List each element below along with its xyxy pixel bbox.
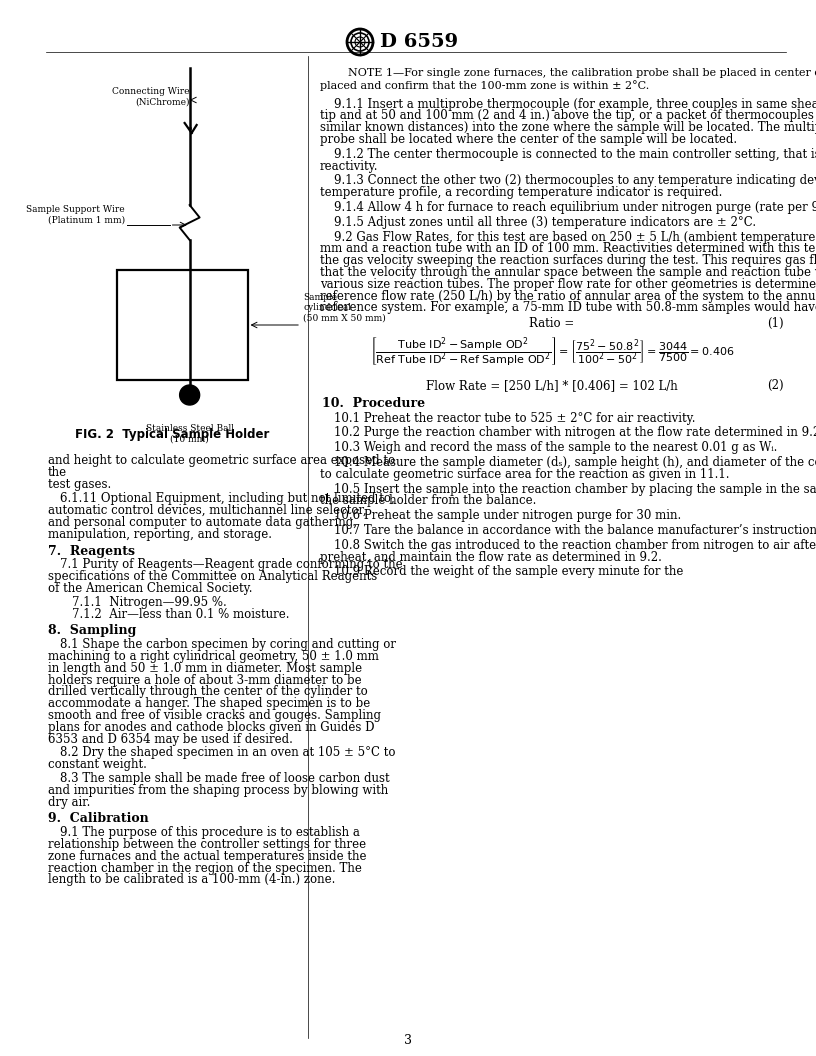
Text: 8.2 Dry the shaped specimen in an oven at 105 ± 5°C to: 8.2 Dry the shaped specimen in an oven a…	[60, 747, 396, 759]
Text: 10.7 Tare the balance in accordance with the balance manufacturer’s instructions: 10.7 Tare the balance in accordance with…	[334, 524, 816, 538]
Text: in length and 50 ± 1.0 mm in diameter. Most sample: in length and 50 ± 1.0 mm in diameter. M…	[48, 662, 362, 675]
Text: holders require a hole of about 3-mm diameter to be: holders require a hole of about 3-mm dia…	[48, 674, 361, 686]
Text: reference flow rate (250 L/h) by the ratio of annular area of the system to the : reference flow rate (250 L/h) by the rat…	[320, 289, 816, 303]
Text: 8.3 The sample shall be made free of loose carbon dust: 8.3 The sample shall be made free of loo…	[60, 772, 389, 785]
Text: of the American Chemical Society.: of the American Chemical Society.	[48, 582, 252, 595]
Text: 9.1.1 Insert a multiprobe thermocouple (for example, three couples in same sheat: 9.1.1 Insert a multiprobe thermocouple (…	[334, 97, 816, 111]
Circle shape	[180, 385, 200, 406]
Text: constant weight.: constant weight.	[48, 758, 147, 771]
Text: the gas velocity sweeping the reaction surfaces during the test. This requires g: the gas velocity sweeping the reaction s…	[320, 254, 816, 267]
Text: plans for anodes and cathode blocks given in Guides D: plans for anodes and cathode blocks give…	[48, 721, 375, 734]
Text: preheat, and maintain the flow rate as determined in 9.2.: preheat, and maintain the flow rate as d…	[320, 550, 662, 564]
Text: 9.1.4 Allow 4 h for furnace to reach equilibrium under nitrogen purge (rate per : 9.1.4 Allow 4 h for furnace to reach equ…	[334, 201, 816, 214]
Text: D 6559: D 6559	[380, 33, 458, 51]
Text: $\left[\dfrac{\mathrm{Tube\ ID}^2 - \mathrm{Sample\ OD}^2}{\mathrm{Ref\ Tube\ ID: $\left[\dfrac{\mathrm{Tube\ ID}^2 - \mat…	[370, 335, 734, 367]
Text: 10.6 Preheat the sample under nitrogen purge for 30 min.: 10.6 Preheat the sample under nitrogen p…	[334, 509, 681, 523]
Text: 8.  Sampling: 8. Sampling	[48, 624, 136, 638]
Bar	[117, 270, 247, 380]
Text: relationship between the controller settings for three: relationship between the controller sett…	[48, 838, 366, 851]
Text: 7.  Reagents: 7. Reagents	[48, 545, 135, 558]
Text: the sample holder from the balance.: the sample holder from the balance.	[320, 494, 536, 507]
Text: 9.  Calibration: 9. Calibration	[48, 812, 149, 826]
Text: and impurities from the shaping process by blowing with: and impurities from the shaping process …	[48, 784, 388, 797]
Text: the: the	[48, 466, 67, 478]
Text: reaction chamber in the region of the specimen. The: reaction chamber in the region of the sp…	[48, 862, 361, 874]
Text: Flow Rate = [250 L/h] * [0.406] = 102 L/h: Flow Rate = [250 L/h] * [0.406] = 102 L/…	[426, 379, 678, 392]
Text: 10.2 Purge the reaction chamber with nitrogen at the flow rate determined in 9.2: 10.2 Purge the reaction chamber with nit…	[334, 427, 816, 439]
Text: 7.1.2  Air—less than 0.1 % moisture.: 7.1.2 Air—less than 0.1 % moisture.	[72, 607, 290, 621]
Text: (2): (2)	[767, 379, 784, 392]
Text: 10.3 Weigh and record the mass of the sample to the nearest 0.01 g as Wᵢ.: 10.3 Weigh and record the mass of the sa…	[334, 441, 778, 454]
Text: manipulation, reporting, and storage.: manipulation, reporting, and storage.	[48, 528, 272, 541]
Text: accommodate a hanger. The shaped specimen is to be: accommodate a hanger. The shaped specime…	[48, 697, 370, 711]
Text: similar known distances) into the zone where the sample will be located. The mul: similar known distances) into the zone w…	[320, 121, 816, 134]
Text: 10.8 Switch the gas introduced to the reaction chamber from nitrogen to air afte: 10.8 Switch the gas introduced to the re…	[334, 539, 816, 552]
Text: dry air.: dry air.	[48, 795, 91, 809]
Text: 10.9 Record the weight of the sample every minute for the: 10.9 Record the weight of the sample eve…	[334, 565, 683, 579]
Text: that the velocity through the annular space between the sample and reaction tube: that the velocity through the annular sp…	[320, 266, 816, 279]
Text: zone furnaces and the actual temperatures inside the: zone furnaces and the actual temperature…	[48, 850, 366, 863]
Text: 9.1.3 Connect the other two (2) thermocouples to any temperature indicating devi: 9.1.3 Connect the other two (2) thermoco…	[334, 174, 816, 187]
Text: 10.4 Measure the sample diameter (dₛ), sample height (h), and diameter of the ce: 10.4 Measure the sample diameter (dₛ), s…	[334, 456, 816, 469]
Text: 10.1 Preheat the reactor tube to 525 ± 2°C for air reactivity.: 10.1 Preheat the reactor tube to 525 ± 2…	[334, 412, 695, 425]
Text: 9.1.2 The center thermocouple is connected to the main controller setting, that : 9.1.2 The center thermocouple is connect…	[334, 148, 816, 161]
Text: FIG. 2  Typical Sample Holder: FIG. 2 Typical Sample Holder	[75, 428, 269, 441]
Text: 9.1 The purpose of this procedure is to establish a: 9.1 The purpose of this procedure is to …	[60, 826, 360, 840]
Text: various size reaction tubes. The proper flow rate for other geometries is determ: various size reaction tubes. The proper …	[320, 278, 816, 290]
Text: 7.1 Purity of Reagents—Reagent grade conforming to the: 7.1 Purity of Reagents—Reagent grade con…	[60, 559, 402, 571]
Text: reactivity.: reactivity.	[320, 159, 379, 172]
Text: 9.2 Gas Flow Rates, for this test are based on 250 ± 5 L/h (ambient temperature): 9.2 Gas Flow Rates, for this test are ba…	[334, 230, 816, 244]
Text: (1): (1)	[767, 317, 784, 331]
Text: temperature profile, a recording temperature indicator is required.: temperature profile, a recording tempera…	[320, 186, 722, 200]
Text: 6353 and D 6354 may be used if desired.: 6353 and D 6354 may be used if desired.	[48, 733, 293, 746]
Text: 10.  Procedure: 10. Procedure	[322, 397, 425, 410]
Text: mm and a reaction tube with an ID of 100 mm. Reactivities determined with this t: mm and a reaction tube with an ID of 100…	[320, 243, 816, 256]
Text: probe shall be located where the center of the sample will be located.: probe shall be located where the center …	[320, 133, 737, 146]
Text: reference system. For example, a 75-mm ID tube with 50.8-mm samples would have a: reference system. For example, a 75-mm I…	[320, 301, 816, 315]
Text: tip and at 50 and 100 mm (2 and 4 in.) above the tip, or a packet of thermocoupl: tip and at 50 and 100 mm (2 and 4 in.) a…	[320, 110, 816, 122]
Text: Sample
cylindrical
(50 mm X 50 mm): Sample cylindrical (50 mm X 50 mm)	[303, 294, 386, 323]
Text: machining to a right cylindrical geometry, 50 ± 1.0 mm: machining to a right cylindrical geometr…	[48, 650, 379, 663]
Text: 10.5 Insert the sample into the reaction chamber by placing the sample in the sa: 10.5 Insert the sample into the reaction…	[334, 483, 816, 495]
Text: Stainless Steel Ball
(10 mm): Stainless Steel Ball (10 mm)	[145, 425, 233, 444]
Text: test gases.: test gases.	[48, 477, 111, 491]
Text: 3: 3	[404, 1034, 412, 1046]
Text: 6.1.11 Optional Equipment, including but not limited to,: 6.1.11 Optional Equipment, including but…	[60, 492, 395, 506]
Text: and height to calculate geometric surface area exposed to: and height to calculate geometric surfac…	[48, 454, 395, 467]
Text: Ratio =: Ratio =	[530, 317, 574, 331]
Text: Connecting Wire
(NiChrome): Connecting Wire (NiChrome)	[112, 87, 189, 107]
Text: 9.1.5 Adjust zones until all three (3) temperature indicators are ± 2°C.: 9.1.5 Adjust zones until all three (3) t…	[334, 215, 756, 229]
Text: to calculate geometric surface area for the reaction as given in 11.1.: to calculate geometric surface area for …	[320, 468, 730, 480]
Text: 7.1.1  Nitrogen—99.95 %.: 7.1.1 Nitrogen—99.95 %.	[72, 596, 227, 609]
Text: specifications of the Committee on Analytical Reagents: specifications of the Committee on Analy…	[48, 570, 377, 583]
Text: and personal computer to automate data gathering,: and personal computer to automate data g…	[48, 516, 357, 529]
Text: 8.1 Shape the carbon specimen by coring and cutting or: 8.1 Shape the carbon specimen by coring …	[60, 638, 396, 652]
Text: placed and confirm that the 100-mm zone is within ± 2°C.: placed and confirm that the 100-mm zone …	[320, 80, 650, 91]
Text: automatic control devices, multichannel line selector,: automatic control devices, multichannel …	[48, 504, 366, 517]
Text: NOTE 1—For single zone furnaces, the calibration probe shall be placed in center: NOTE 1—For single zone furnaces, the cal…	[348, 68, 816, 78]
Text: length to be calibrated is a 100-mm (4-in.) zone.: length to be calibrated is a 100-mm (4-i…	[48, 873, 335, 886]
Text: Sample Support Wire
(Platinum 1 mm): Sample Support Wire (Platinum 1 mm)	[26, 205, 125, 225]
Text: smooth and free of visible cracks and gouges. Sampling: smooth and free of visible cracks and go…	[48, 709, 381, 722]
Text: drilled vertically through the center of the cylinder to: drilled vertically through the center of…	[48, 685, 368, 698]
